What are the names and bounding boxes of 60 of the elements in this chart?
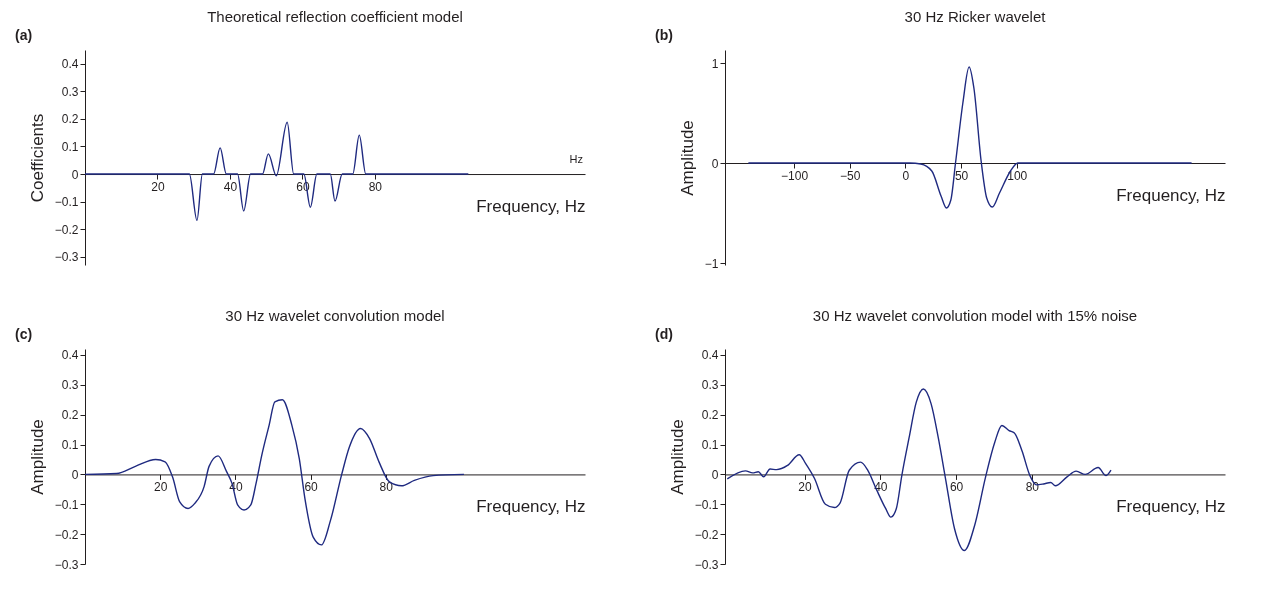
x-tick-label: 60 (949, 479, 964, 494)
x-tick-label: −50 (840, 168, 861, 183)
y-tick-label: −0.2 (54, 527, 79, 542)
y-tick-label: 0 (711, 467, 719, 482)
y-tick-label: 0.4 (61, 348, 79, 363)
y-tick-label: 0.1 (61, 438, 79, 453)
y-tick-label: 0.2 (701, 408, 719, 423)
y-tick-label: −1 (704, 256, 719, 271)
annotation: Hz (569, 153, 583, 166)
y-axis-title: Amplitude (677, 120, 697, 196)
y-tick-label: −0.3 (54, 250, 79, 265)
text: (d) (655, 326, 673, 342)
y-axis-title: Amplitude (667, 419, 687, 495)
x-tick-label: 50 (954, 168, 969, 183)
y-tick-label: −0.3 (694, 557, 719, 572)
y-tick-label: −0.1 (694, 497, 719, 512)
y-tick-label: −0.1 (54, 195, 79, 210)
text: (b) (655, 27, 673, 43)
y-tick-label: −0.1 (54, 497, 79, 512)
y-axis-title: Coefficients (27, 113, 47, 203)
x-axis-title: Frequency, Hz (476, 496, 586, 516)
y-tick-label: 0 (711, 156, 719, 171)
x-tick-label: 20 (798, 479, 813, 494)
y-tick-label: −0.2 (54, 222, 79, 237)
chart-title: Theoretical reflection coefficient model (207, 8, 463, 25)
x-axis-title: Frequency, Hz (1116, 185, 1226, 205)
line-series (726, 388, 1112, 552)
x-tick-label: −100 (781, 168, 809, 183)
x-tick-label: 20 (154, 479, 168, 494)
y-tick-label: 0.2 (61, 408, 79, 423)
line-series (84, 121, 470, 222)
text: (c) (15, 326, 33, 342)
y-axis-title: Amplitude (27, 419, 47, 495)
x-tick-label: 60 (304, 479, 319, 494)
y-tick-label: 0.3 (61, 378, 79, 393)
y-tick-label: 0.2 (61, 112, 79, 127)
y-tick-label: 0.4 (701, 348, 719, 363)
y-tick-label: 1 (711, 56, 719, 71)
y-tick-label: 0.1 (701, 438, 719, 453)
y-tick-label: 0.3 (61, 84, 79, 99)
chart-title: 30 Hz wavelet convolution model with 15% noise (812, 307, 1138, 324)
y-tick-label: 0 (71, 467, 79, 482)
x-tick-label: 0 (902, 168, 910, 183)
y-tick-label: −0.2 (694, 527, 719, 542)
x-tick-label: 80 (368, 179, 383, 194)
y-tick-label: 0.1 (61, 139, 79, 154)
x-axis-title: Frequency, Hz (476, 196, 586, 216)
x-tick-label: 40 (223, 179, 238, 194)
y-tick-label: 0.3 (701, 378, 719, 393)
y-tick-label: −0.3 (54, 557, 79, 572)
x-tick-label: 80 (1025, 479, 1040, 494)
y-tick-label: 0.4 (61, 57, 79, 72)
x-axis-title: Frequency, Hz (1116, 496, 1226, 516)
chart-title: 30 Hz wavelet convolution model (225, 307, 445, 324)
x-tick-label: 100 (1007, 168, 1028, 183)
x-tick-label: 20 (151, 179, 165, 194)
line-series (84, 399, 465, 546)
x-tick-label: 80 (379, 479, 394, 494)
chart-title: 30 Hz Ricker wavelet (904, 8, 1047, 25)
text: (a) (15, 27, 33, 43)
